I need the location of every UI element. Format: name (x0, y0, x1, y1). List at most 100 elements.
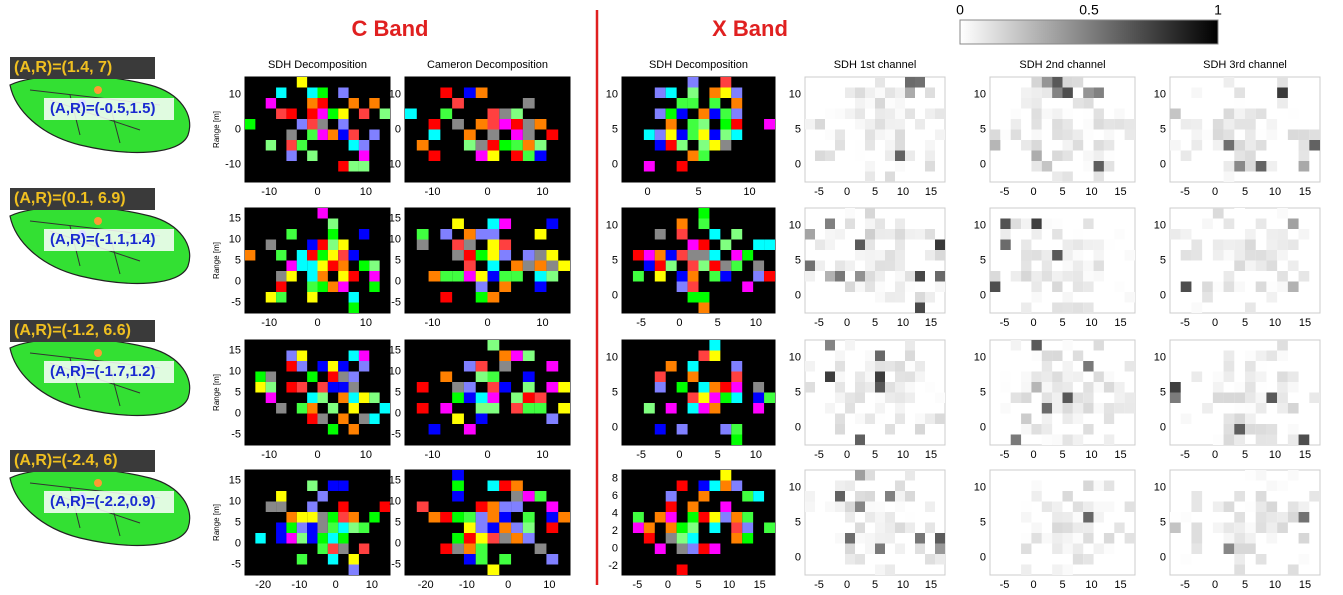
map-cell (1042, 382, 1052, 393)
map-cell (688, 361, 699, 372)
map-cell (865, 414, 875, 425)
map-cell (1288, 565, 1299, 576)
map-cell (855, 250, 865, 261)
map-cell (440, 109, 452, 120)
map-cell (464, 361, 476, 372)
map-cell (464, 382, 476, 393)
map-cell (835, 372, 845, 383)
map-cell (1256, 435, 1267, 446)
map-cell (1063, 292, 1073, 303)
c-band-title: C Band (352, 16, 429, 41)
y-tick-label: 0 (612, 158, 618, 170)
map-cell (1277, 271, 1288, 282)
map-cell (266, 502, 276, 513)
y-tick-label: -10 (225, 158, 241, 170)
map-cell (535, 544, 547, 555)
map-cell (688, 544, 699, 555)
map-cell (338, 240, 348, 251)
map-cell (845, 282, 855, 293)
map-cell (1073, 403, 1083, 414)
map-cell (1234, 382, 1245, 393)
map-cell (905, 361, 915, 372)
map-cell (499, 250, 511, 261)
map-cell (688, 88, 699, 99)
map-cell (1299, 502, 1310, 513)
map-cell (1063, 435, 1073, 446)
map-cell (1256, 470, 1267, 481)
map-cell (935, 533, 945, 544)
map-cell (1073, 351, 1083, 362)
map-cell (990, 130, 1000, 141)
map-cell (1021, 219, 1031, 230)
map-cell (915, 229, 925, 240)
x-tick-label: 5 (1242, 449, 1248, 461)
map-cell (644, 523, 655, 534)
map-cell (699, 512, 710, 523)
map-cell (1277, 393, 1288, 404)
map-cell (865, 119, 875, 130)
map-cell (1245, 351, 1256, 362)
map-cell (915, 303, 925, 314)
map-cell (286, 151, 296, 162)
map-cell (307, 512, 317, 523)
map-cell (328, 261, 338, 272)
map-cell (1011, 130, 1021, 141)
map-cell (1125, 403, 1135, 414)
map-cell (452, 491, 464, 502)
map-cell (1042, 351, 1052, 362)
map-cell (1011, 119, 1021, 130)
map-cell (338, 523, 348, 534)
map-cell (297, 533, 307, 544)
map-cell (488, 292, 500, 303)
map-cell (535, 250, 547, 261)
map-cell (1256, 261, 1267, 272)
map-cell (1309, 393, 1320, 404)
map-cell (369, 393, 379, 404)
map-cell (488, 481, 500, 492)
map-cell (825, 271, 835, 282)
map-cell (297, 261, 307, 272)
map-cell (318, 414, 328, 425)
map-cell (307, 393, 317, 404)
map-cell (276, 271, 286, 282)
map-cell (1063, 523, 1073, 534)
map-cell (1021, 240, 1031, 251)
map-cell (720, 130, 731, 141)
map-cell (845, 88, 855, 99)
map-cell (905, 491, 915, 502)
map-cell (1063, 372, 1073, 383)
map-cell (266, 382, 276, 393)
map-cell (835, 533, 845, 544)
map-cell (845, 544, 855, 555)
map-cell (1245, 544, 1256, 555)
map-cell (1245, 250, 1256, 261)
map-cell (1094, 109, 1104, 120)
x-tick-label: 0 (484, 449, 490, 461)
map-cell (1021, 303, 1031, 314)
map-cell (666, 261, 677, 272)
map-cell (885, 382, 895, 393)
map-cell (1234, 533, 1245, 544)
map-cell (499, 554, 511, 565)
target-label: (A,R)=(0.1, 6.9) (14, 190, 126, 207)
x-tick-label: 0 (676, 449, 682, 461)
y-tick-label: 0 (980, 551, 986, 563)
map-cell (1021, 414, 1031, 425)
map-cell (307, 502, 317, 513)
map-cell (523, 382, 535, 393)
map-cell (318, 250, 328, 261)
map-cell (1309, 491, 1320, 502)
map-cell (429, 151, 441, 162)
map-cell (307, 523, 317, 534)
map-cell (1224, 523, 1235, 534)
map-cell (1042, 502, 1052, 513)
map-cell (349, 351, 359, 362)
map-cell (753, 491, 764, 502)
map-cell (1245, 119, 1256, 130)
map-cell (1245, 303, 1256, 314)
map-cell (328, 250, 338, 261)
map-cell (742, 512, 753, 523)
map-cell (885, 292, 895, 303)
x-tick-label: 10 (897, 186, 909, 198)
y-tick-label: 0 (795, 421, 801, 433)
